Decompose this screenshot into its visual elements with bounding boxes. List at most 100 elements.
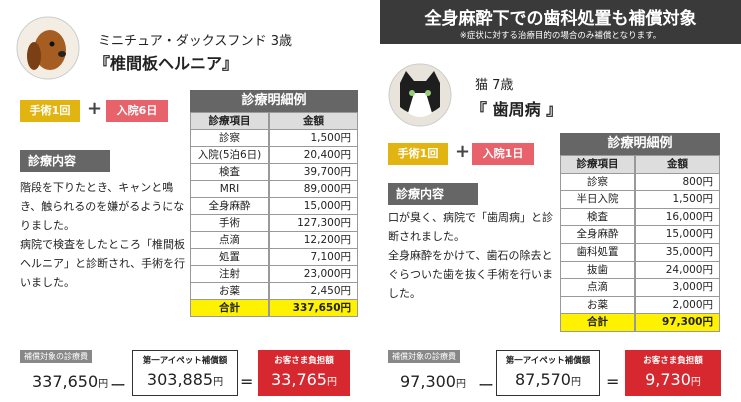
- banner-note: ※症状に対する治療目的の場合のみ補償となります。: [459, 31, 662, 41]
- table-cell: 15,000円: [269, 197, 358, 215]
- table-cell: お薬: [190, 282, 269, 300]
- plus: +: [87, 98, 103, 119]
- summary-amount: 9,730円: [625, 370, 721, 389]
- table-cell: 半日入院: [560, 190, 635, 209]
- table-cell: 手術: [190, 214, 269, 232]
- table-cell: 3,000円: [635, 278, 720, 297]
- pet-name: ミニチュア・ダックスフンド 3歳: [98, 34, 293, 49]
- summary-amount: 97,300円: [400, 372, 466, 391]
- operator: =: [240, 372, 254, 391]
- table-cell: 入院(5泊6日): [190, 146, 269, 164]
- operator: ー: [478, 376, 495, 395]
- table-cell: 検査: [560, 207, 635, 227]
- table-cell: 全身麻酔: [190, 197, 269, 215]
- table-cell: 診察: [560, 172, 635, 192]
- summary-label: 第一アイペット補償額: [505, 356, 591, 366]
- description: 口が臭く、病院で「歯周病」と診断されました。全身麻酔をかけて、歯石の除去とぐらつ…: [388, 208, 556, 303]
- table-cell: MRI: [190, 180, 269, 198]
- table-cell: 39,700円: [269, 163, 358, 181]
- unit: 円: [570, 377, 581, 388]
- table-cell: 抜歯: [560, 260, 635, 280]
- description-paragraph: 階段を下りたとき、キャンと鳴き、触られるのを嫌がるようになりました。: [20, 181, 185, 232]
- banner: 全身麻酔下での歯科処置も補償対象 ※症状に対する治療目的の場合のみ補償となります…: [380, 0, 741, 44]
- summary-amount: 337,650円: [32, 372, 108, 391]
- summary-amount: 87,570円: [496, 370, 600, 389]
- table-cell: 2,000円: [635, 295, 720, 315]
- description-paragraph: 病院で検査をしたところ「椎間板ヘルニア」と診断され、手術を行いました。: [20, 238, 186, 289]
- amount: 33,765: [271, 370, 327, 389]
- table-cell: 35,000円: [635, 243, 720, 262]
- table-cell: 全身麻酔: [560, 225, 635, 244]
- plus: +: [455, 141, 471, 162]
- summary-box: [132, 350, 238, 396]
- diagnosis: 『 歯周病 』: [471, 100, 563, 119]
- summary-label: 補償対象の診療費: [388, 350, 460, 363]
- banner-title: 全身麻酔下での歯科処置も補償対象: [424, 9, 697, 29]
- table-cell: 127,300円: [269, 214, 358, 232]
- table-cell: 16,000円: [635, 207, 720, 227]
- table-cell: 1,500円: [635, 190, 720, 209]
- table-cell: 検査: [190, 163, 269, 181]
- table-cell: 24,000円: [635, 260, 720, 280]
- unit: 円: [326, 377, 337, 388]
- table-cell: 注射: [190, 265, 269, 283]
- table-cell: 23,000円: [269, 265, 358, 283]
- summary-box: [496, 350, 600, 396]
- diagnosis: 『椎間板ヘルニア』: [94, 54, 239, 73]
- table-cell: 1,500円: [269, 129, 358, 147]
- table-header: 診療項目: [560, 155, 635, 174]
- badge: 手術1回: [388, 143, 448, 165]
- table-cell: お薬: [560, 295, 635, 315]
- table-cell: 89,000円: [269, 180, 358, 198]
- table-cell: 12,200円: [269, 231, 358, 249]
- amount: 87,570: [515, 370, 571, 389]
- amount: 337,650: [32, 372, 99, 391]
- unit: 円: [690, 377, 701, 388]
- table-cell: 800円: [635, 172, 720, 192]
- table-total: 97,300円: [635, 313, 720, 332]
- table-header: 診療項目: [190, 112, 269, 130]
- table-cell: 15,000円: [635, 225, 720, 244]
- summary-amount: 303,885円: [132, 370, 238, 389]
- summary-box: [258, 350, 350, 396]
- section-label: 診療内容: [388, 183, 478, 205]
- table-cell: 2,450円: [269, 282, 358, 300]
- description-paragraph: 口が臭く、病院で「歯周病」と診断されました。: [388, 211, 553, 243]
- table-total: 合計: [560, 313, 635, 332]
- cat-photo: [388, 63, 452, 127]
- table-cell: 歯科処置: [560, 243, 635, 262]
- summary-box: [625, 350, 721, 396]
- table-cell: 点滴: [190, 231, 269, 249]
- table-cell: 7,100円: [269, 248, 358, 266]
- amount: 9,730: [645, 370, 691, 389]
- operator: =: [606, 372, 620, 391]
- summary-label: 第一アイペット補償額: [142, 356, 228, 366]
- description: 階段を下りたとき、キャンと鳴き、触られるのを嫌がるようになりました。 病院で検査を…: [20, 178, 190, 292]
- amount: 97,300: [400, 372, 456, 391]
- section-label: 診療内容: [20, 150, 110, 172]
- badge: 手術1回: [20, 100, 80, 122]
- table-title: 診療明細例: [190, 90, 358, 112]
- description-paragraph: 全身麻酔をかけて、歯石の除去とぐらついた歯を抜く手術を行いました。: [388, 249, 553, 300]
- table-total: 合計: [190, 299, 269, 317]
- summary-label: お客さま負担額: [274, 356, 334, 366]
- table-title: 診療明細例: [560, 133, 720, 155]
- badge: 入院1日: [472, 143, 534, 165]
- badge: 入院6日: [106, 100, 168, 122]
- table-total: 337,650円: [269, 299, 358, 317]
- table-cell: 診察: [190, 129, 269, 147]
- unit: 円: [455, 379, 466, 390]
- table-cell: 20,400円: [269, 146, 358, 164]
- unit: 円: [98, 379, 109, 390]
- amount: 303,885: [146, 370, 214, 389]
- table-header: 金額: [635, 155, 720, 174]
- summary-amount: 33,765円: [258, 370, 350, 389]
- table-header: 金額: [269, 112, 358, 130]
- unit: 円: [213, 377, 224, 388]
- summary-label: お客さま負担額: [643, 356, 703, 366]
- table-cell: 処置: [190, 248, 269, 266]
- table-cell: 点滴: [560, 278, 635, 297]
- dog-photo: [16, 16, 80, 80]
- summary-label: 補償対象の診療費: [20, 350, 92, 363]
